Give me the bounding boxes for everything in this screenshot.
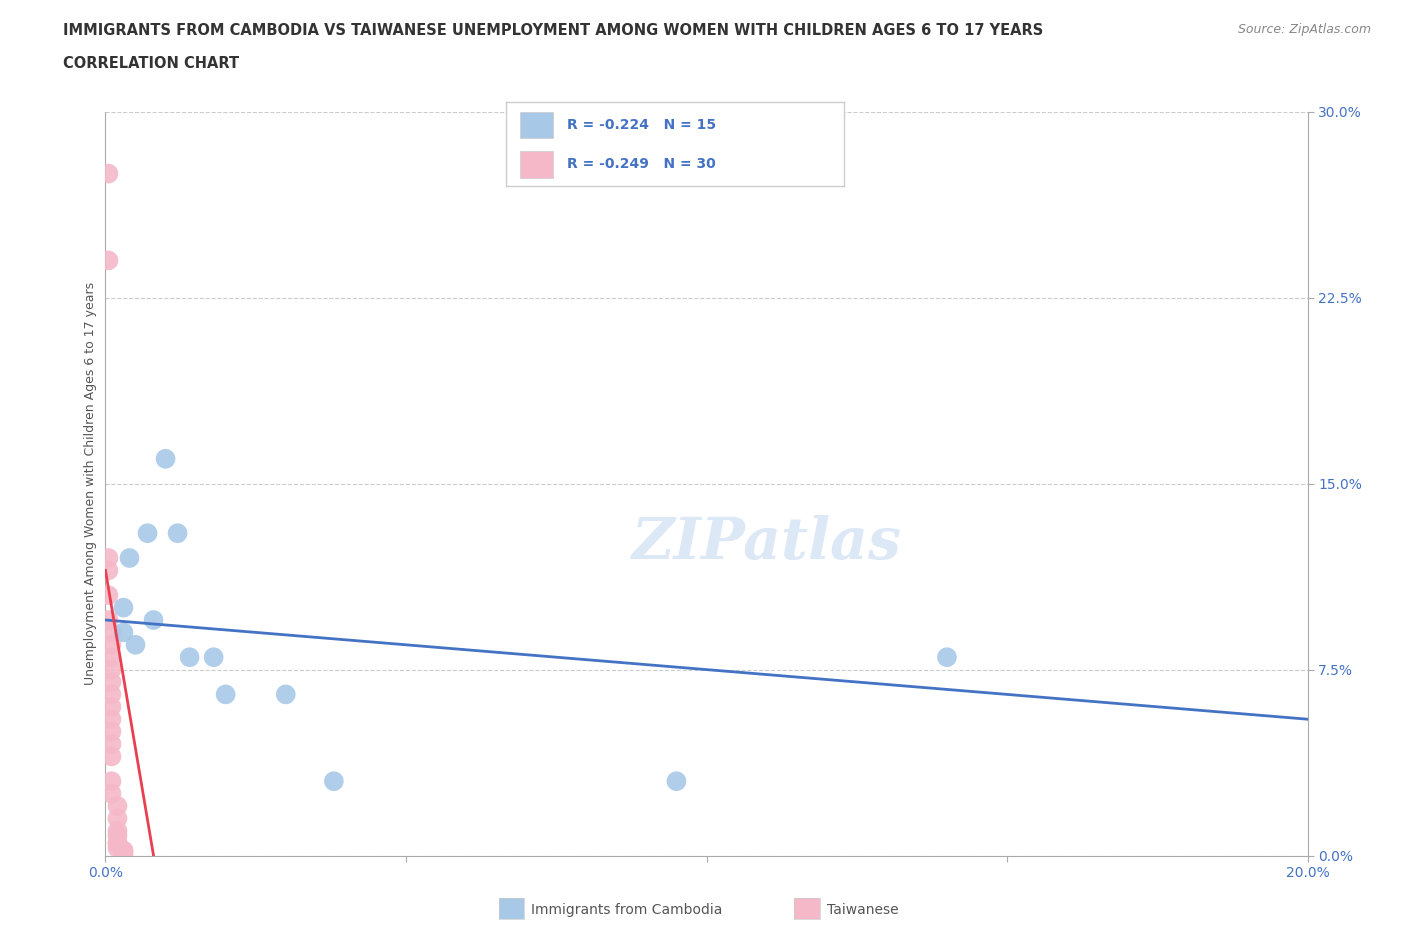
Point (124, 637, 146, 652)
Point (107, 799, 129, 814)
Point (112, 848, 135, 863)
Point (112, 845, 135, 860)
Point (107, 841, 129, 856)
Text: R = -0.249   N = 30: R = -0.249 N = 30 (567, 157, 716, 171)
Point (100, 637, 122, 652)
Point (97, 166, 120, 181)
Point (97, 551, 120, 565)
Point (100, 662, 122, 677)
Point (97, 613, 120, 628)
Text: R = -0.224   N = 15: R = -0.224 N = 15 (567, 118, 716, 132)
Point (100, 786, 122, 801)
Point (136, 525, 159, 540)
Point (202, 650, 225, 665)
Text: Source: ZipAtlas.com: Source: ZipAtlas.com (1237, 23, 1371, 36)
Point (107, 836, 129, 851)
Point (100, 699, 122, 714)
Point (107, 836, 129, 851)
Point (166, 525, 188, 540)
Point (936, 650, 959, 665)
Point (100, 674, 122, 689)
Bar (520, 112, 554, 139)
Y-axis label: Unemployment Among Women with Children Ages 6 to 17 years: Unemployment Among Women with Children A… (84, 282, 97, 685)
Point (118, 551, 141, 565)
Point (100, 724, 122, 739)
Point (179, 650, 201, 665)
Point (274, 687, 297, 702)
Text: IMMIGRANTS FROM CAMBODIA VS TAIWANESE UNEMPLOYMENT AMONG WOMEN WITH CHILDREN AGE: IMMIGRANTS FROM CAMBODIA VS TAIWANESE UN… (63, 23, 1043, 38)
Bar (520, 151, 554, 178)
Point (112, 844, 135, 858)
Point (100, 687, 122, 702)
Point (107, 811, 129, 826)
Point (112, 844, 135, 858)
Point (214, 687, 236, 702)
Point (142, 613, 165, 628)
Point (112, 600, 135, 615)
Point (100, 774, 122, 789)
Point (100, 625, 122, 640)
Point (97, 588, 120, 603)
Point (100, 650, 122, 665)
Point (665, 774, 688, 789)
Point (322, 774, 344, 789)
Point (107, 829, 129, 844)
Text: ZIPatlas: ZIPatlas (631, 515, 901, 571)
Text: Immigrants from Cambodia: Immigrants from Cambodia (531, 902, 723, 917)
Text: CORRELATION CHART: CORRELATION CHART (63, 56, 239, 71)
Point (97, 563, 120, 578)
Point (112, 625, 135, 640)
Point (100, 711, 122, 726)
Point (100, 749, 122, 764)
Point (107, 823, 129, 838)
Point (100, 737, 122, 751)
Point (155, 451, 177, 466)
Point (97, 253, 120, 268)
Text: Taiwanese: Taiwanese (827, 902, 898, 917)
